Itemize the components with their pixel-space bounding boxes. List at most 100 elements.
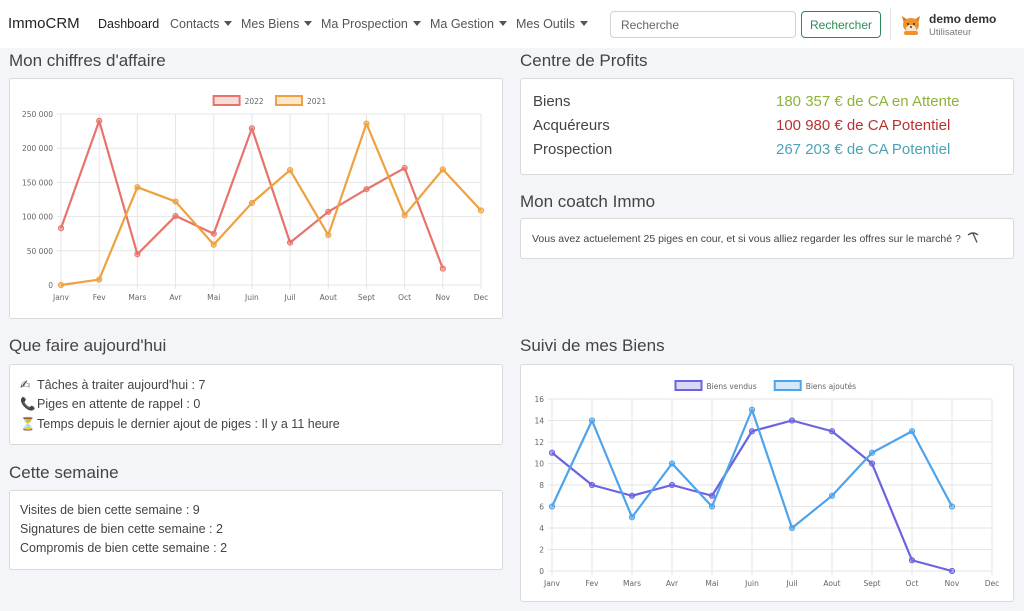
user-name[interactable]: demo demo bbox=[929, 12, 997, 26]
profit-row-acquereurs: Acquéreurs 100 980 € de CA Potentiel bbox=[533, 117, 950, 134]
data-point[interactable] bbox=[325, 231, 332, 239]
data-point[interactable] bbox=[57, 281, 65, 289]
x-tick-label: Nov bbox=[945, 579, 960, 588]
data-point[interactable] bbox=[748, 406, 756, 413]
profits-card: Biens 180 357 € de CA en Attente Acquére… bbox=[520, 78, 1014, 175]
nav-label: Contacts bbox=[170, 17, 220, 31]
x-tick-label: Juil bbox=[284, 293, 296, 302]
data-point[interactable] bbox=[548, 449, 556, 456]
x-tick-label: Dec bbox=[985, 579, 1000, 588]
legend-label[interactable]: 2021 bbox=[307, 97, 326, 106]
data-point[interactable] bbox=[172, 212, 179, 220]
data-point[interactable] bbox=[668, 460, 676, 467]
today-card: ✍ Tâches à traiter aujourd'hui : 7 📞Piges… bbox=[9, 364, 503, 445]
todo-tasks[interactable]: ✍ Tâches à traiter aujourd'hui : 7 bbox=[20, 377, 205, 392]
data-point[interactable] bbox=[668, 481, 676, 489]
data-point[interactable] bbox=[708, 503, 716, 510]
data-point[interactable] bbox=[325, 208, 332, 215]
legend-label[interactable]: Biens ajoutés bbox=[806, 382, 856, 391]
legend-swatch[interactable] bbox=[773, 380, 802, 391]
fox-avatar-icon[interactable] bbox=[899, 12, 923, 36]
data-point[interactable] bbox=[868, 449, 876, 456]
search-input[interactable] bbox=[610, 11, 796, 38]
profit-value: 180 357 € de CA en Attente bbox=[776, 93, 960, 110]
data-point[interactable] bbox=[439, 166, 446, 173]
data-point[interactable] bbox=[363, 120, 370, 127]
caret-down-icon bbox=[498, 21, 507, 26]
data-point[interactable] bbox=[401, 164, 408, 172]
data-point[interactable] bbox=[134, 251, 141, 258]
data-point[interactable] bbox=[628, 514, 636, 521]
data-point[interactable] bbox=[57, 225, 65, 232]
data-point[interactable] bbox=[286, 239, 294, 246]
nav-ma-gestion[interactable]: Ma Gestion bbox=[430, 17, 507, 31]
todo-text: Temps depuis le dernier ajout de piges :… bbox=[37, 417, 340, 431]
data-point[interactable] bbox=[748, 428, 756, 435]
caret-down-icon bbox=[304, 21, 313, 26]
data-point[interactable] bbox=[439, 265, 446, 272]
data-point[interactable] bbox=[548, 503, 556, 510]
data-point[interactable] bbox=[588, 481, 596, 489]
profit-row-prospection: Prospection 267 203 € de CA Potentiel bbox=[533, 141, 950, 158]
caret-down-icon bbox=[412, 21, 421, 26]
x-tick-label: Mai bbox=[207, 293, 220, 302]
week-visites: Visites de bien cette semaine : 9 bbox=[20, 503, 200, 517]
y-tick-label: 14 bbox=[534, 417, 544, 426]
x-tick-label: Nov bbox=[435, 293, 450, 302]
data-point[interactable] bbox=[708, 492, 716, 499]
data-point[interactable] bbox=[908, 557, 916, 564]
data-point[interactable] bbox=[908, 428, 916, 435]
data-point[interactable] bbox=[210, 230, 217, 237]
legend-swatch[interactable] bbox=[212, 95, 241, 106]
data-point[interactable] bbox=[172, 198, 179, 205]
data-point[interactable] bbox=[210, 241, 217, 248]
data-point[interactable] bbox=[134, 184, 141, 191]
data-point[interactable] bbox=[286, 166, 294, 174]
data-point[interactable] bbox=[948, 503, 956, 510]
todo-temps-piges[interactable]: ⏳Temps depuis le dernier ajout de piges … bbox=[20, 417, 340, 432]
data-point[interactable] bbox=[96, 276, 103, 283]
data-point[interactable] bbox=[868, 460, 876, 467]
data-point[interactable] bbox=[948, 567, 956, 575]
data-point[interactable] bbox=[96, 117, 103, 124]
data-point[interactable] bbox=[828, 428, 836, 435]
data-point[interactable] bbox=[788, 524, 796, 532]
y-tick-label: 0 bbox=[539, 567, 544, 576]
nav-mes-biens[interactable]: Mes Biens bbox=[241, 17, 313, 31]
x-tick-label: Oct bbox=[398, 293, 411, 302]
week-compromis: Compromis de bien cette semaine : 2 bbox=[20, 541, 228, 555]
data-point[interactable] bbox=[788, 417, 796, 424]
biens-line-chart: Biens vendus Biens ajoutés 0 2 4 6 8 10 12 14 16 Ja… bbox=[534, 380, 1000, 588]
x-tick-label: Juin bbox=[744, 579, 759, 588]
nav-contacts[interactable]: Contacts bbox=[170, 17, 233, 31]
data-point[interactable] bbox=[248, 125, 256, 132]
y-tick-label: 16 bbox=[534, 395, 544, 404]
coach-title: Mon coatch Immo bbox=[520, 192, 656, 211]
search-button[interactable]: Rechercher bbox=[801, 11, 881, 38]
data-point[interactable] bbox=[477, 207, 485, 214]
legend-swatch[interactable] bbox=[674, 380, 703, 391]
nav-mes-outils[interactable]: Mes Outils bbox=[516, 17, 589, 31]
todo-piges-rappel[interactable]: 📞Piges en attente de rappel : 0 bbox=[20, 397, 200, 412]
data-point[interactable] bbox=[363, 186, 370, 193]
legend-label[interactable]: Biens vendus bbox=[707, 382, 757, 391]
y-tick-label: 50 000 bbox=[27, 247, 53, 256]
profit-label: Prospection bbox=[533, 141, 613, 158]
nav-dashboard[interactable]: Dashboard bbox=[98, 17, 159, 31]
data-point[interactable] bbox=[248, 199, 256, 207]
data-point[interactable] bbox=[628, 492, 636, 499]
data-point[interactable] bbox=[401, 212, 408, 219]
y-tick-label: 6 bbox=[539, 503, 544, 512]
week-title: Cette semaine bbox=[9, 463, 119, 482]
caret-down-icon bbox=[224, 21, 233, 26]
x-tick-label: Dec bbox=[474, 293, 489, 302]
legend-swatch[interactable] bbox=[275, 95, 303, 106]
data-point[interactable] bbox=[828, 492, 836, 499]
biens-title: Suivi de mes Biens bbox=[520, 336, 665, 355]
hourglass-icon: ⏳ bbox=[20, 417, 36, 431]
nav-ma-prospection[interactable]: Ma Prospection bbox=[321, 17, 421, 31]
brand-logo[interactable]: ImmoCRM bbox=[8, 15, 80, 32]
coach-message: Vous avez actuelement 25 piges en cour, … bbox=[532, 232, 979, 245]
data-point[interactable] bbox=[588, 417, 596, 424]
legend-label[interactable]: 2022 bbox=[245, 97, 264, 106]
